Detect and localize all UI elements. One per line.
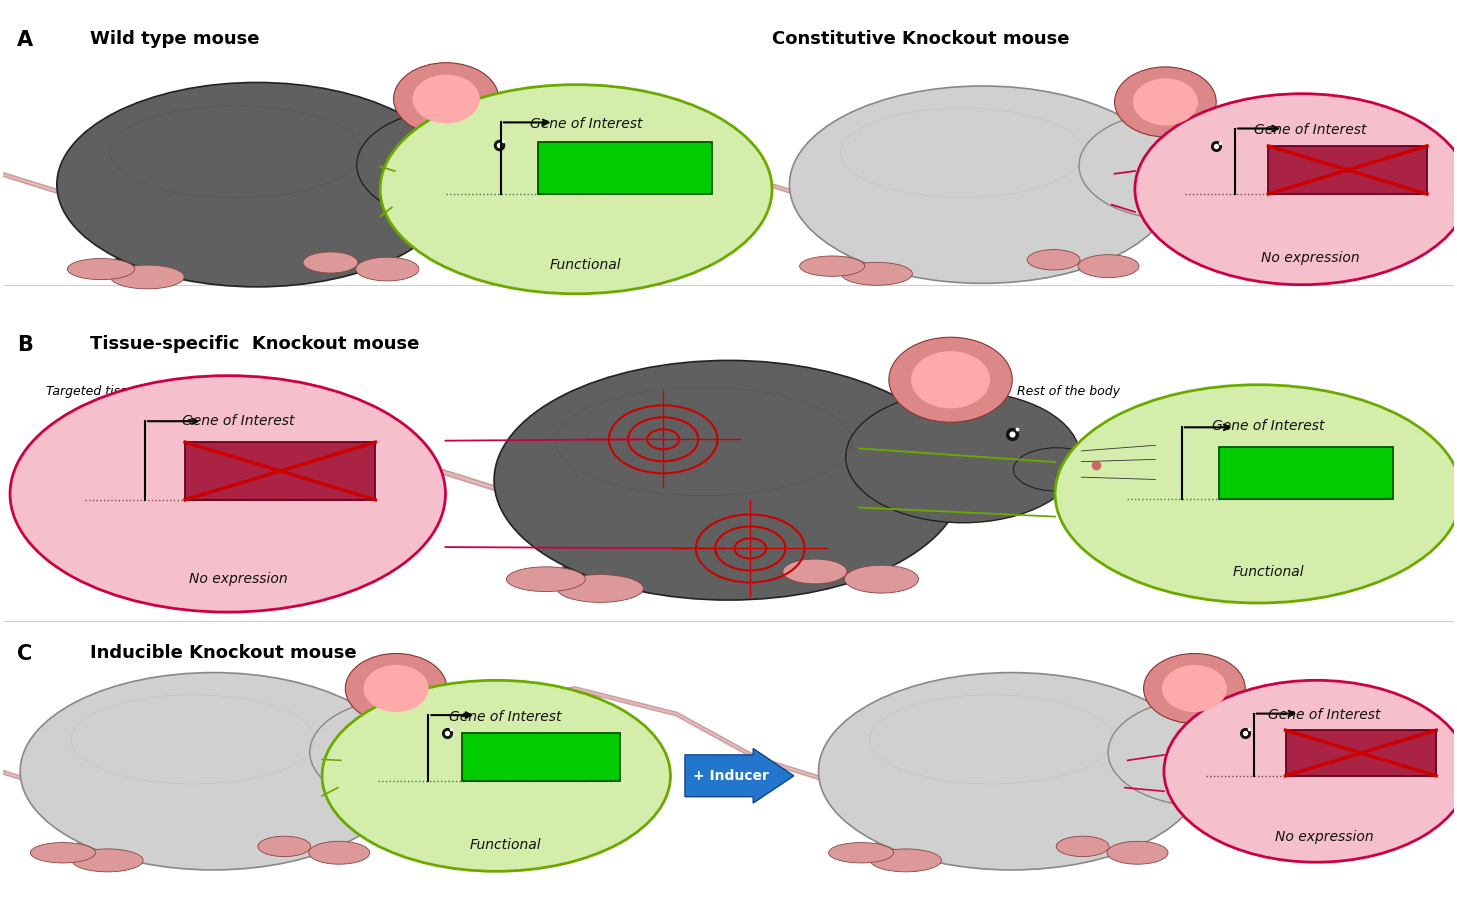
Text: Gene of Interest: Gene of Interest — [1212, 419, 1324, 433]
Ellipse shape — [1134, 79, 1198, 125]
Ellipse shape — [322, 681, 670, 871]
Text: Functional: Functional — [551, 257, 622, 272]
Ellipse shape — [309, 841, 370, 864]
Text: With Inducer: With Inducer — [994, 684, 1074, 698]
Ellipse shape — [310, 698, 503, 806]
Text: Gene of Interest: Gene of Interest — [530, 117, 643, 132]
Ellipse shape — [782, 559, 847, 584]
Ellipse shape — [819, 673, 1205, 870]
Text: No Inducer: No Inducer — [165, 684, 233, 698]
Ellipse shape — [356, 257, 418, 281]
Ellipse shape — [829, 843, 893, 863]
Ellipse shape — [67, 259, 134, 280]
Ellipse shape — [1164, 681, 1457, 862]
Text: Constitutive Knockout mouse: Constitutive Knockout mouse — [772, 30, 1069, 48]
Ellipse shape — [500, 157, 574, 194]
Text: No expression: No expression — [1275, 830, 1374, 844]
Text: No expression: No expression — [1260, 251, 1359, 265]
Ellipse shape — [870, 849, 941, 872]
Ellipse shape — [1056, 836, 1109, 856]
Ellipse shape — [1109, 698, 1301, 806]
Ellipse shape — [111, 265, 184, 289]
Text: C: C — [17, 644, 32, 664]
Text: Gene of Interest: Gene of Interest — [182, 414, 294, 427]
Ellipse shape — [1055, 384, 1457, 603]
Ellipse shape — [364, 665, 428, 712]
Ellipse shape — [1217, 158, 1288, 194]
Text: Targeted tissue (tendons): Targeted tissue (tendons) — [47, 384, 207, 398]
Ellipse shape — [1144, 653, 1246, 724]
Text: Inducible Knockout mouse: Inducible Knockout mouse — [90, 644, 357, 662]
Ellipse shape — [57, 82, 456, 287]
Ellipse shape — [303, 252, 358, 273]
Ellipse shape — [31, 843, 95, 863]
Text: B: B — [17, 335, 34, 355]
Ellipse shape — [1027, 250, 1080, 270]
Ellipse shape — [1107, 841, 1169, 864]
Ellipse shape — [1161, 665, 1227, 712]
Ellipse shape — [393, 63, 498, 135]
Ellipse shape — [911, 351, 991, 408]
FancyArrow shape — [685, 748, 794, 803]
Ellipse shape — [20, 673, 407, 870]
Bar — [185, 442, 376, 500]
Ellipse shape — [507, 566, 586, 592]
Ellipse shape — [494, 361, 963, 600]
Ellipse shape — [10, 376, 446, 612]
Ellipse shape — [790, 86, 1176, 284]
Ellipse shape — [841, 263, 912, 285]
Ellipse shape — [1246, 745, 1317, 780]
Bar — [538, 142, 712, 195]
Text: Rest of the body: Rest of the body — [1017, 384, 1120, 398]
Ellipse shape — [412, 74, 479, 124]
Text: Functional: Functional — [469, 837, 541, 852]
Text: No expression: No expression — [189, 572, 288, 586]
Ellipse shape — [800, 256, 864, 276]
Ellipse shape — [447, 745, 519, 780]
Text: Wild type mouse: Wild type mouse — [90, 30, 259, 48]
Ellipse shape — [71, 849, 143, 872]
Text: Gene of Interest: Gene of Interest — [1268, 708, 1380, 722]
Text: Gene of Interest: Gene of Interest — [449, 710, 561, 724]
Ellipse shape — [1135, 93, 1457, 285]
Ellipse shape — [845, 565, 918, 593]
Ellipse shape — [258, 836, 310, 856]
Ellipse shape — [845, 392, 1080, 522]
Text: + Inducer: + Inducer — [692, 769, 769, 783]
Bar — [1285, 730, 1437, 776]
Text: Tissue-specific  Knockout mouse: Tissue-specific Knockout mouse — [90, 335, 420, 352]
Text: Gene of Interest: Gene of Interest — [1254, 123, 1367, 137]
Text: A: A — [17, 30, 34, 50]
Ellipse shape — [357, 109, 557, 221]
Ellipse shape — [557, 575, 644, 602]
Ellipse shape — [1014, 447, 1100, 491]
Ellipse shape — [889, 338, 1013, 422]
Ellipse shape — [1080, 112, 1272, 220]
Bar — [1218, 447, 1393, 500]
Text: Functional: Functional — [1233, 565, 1304, 579]
Ellipse shape — [345, 653, 447, 724]
Bar — [1269, 146, 1426, 194]
Ellipse shape — [1115, 67, 1217, 137]
Ellipse shape — [1078, 254, 1139, 277]
Bar — [462, 733, 621, 780]
Ellipse shape — [380, 84, 772, 294]
